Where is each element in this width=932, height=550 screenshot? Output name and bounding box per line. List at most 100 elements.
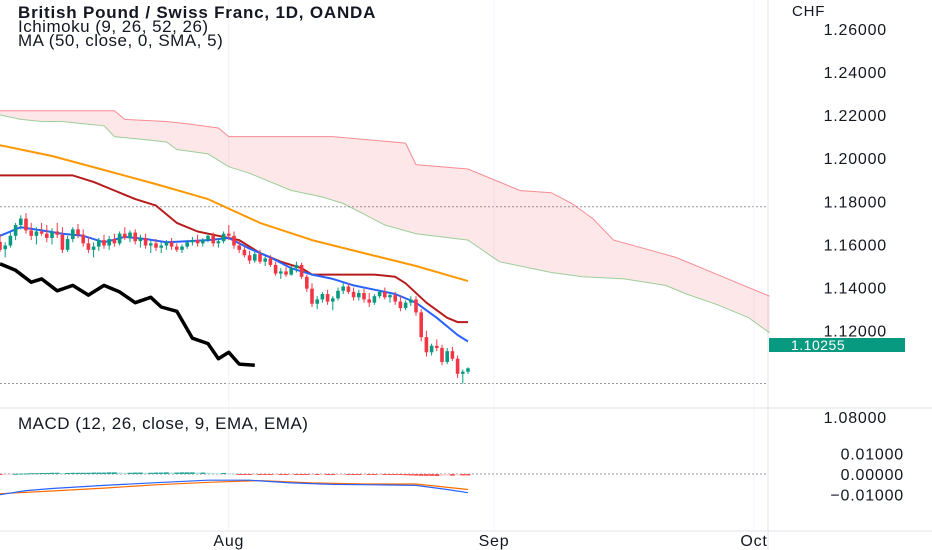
candle-body-62 (320, 294, 325, 300)
candle-body-82 (424, 337, 429, 353)
ichimoku-legend[interactable]: Ichimoku (9, 26, 52, 26) (18, 17, 209, 36)
candle-body-10 (50, 231, 54, 238)
lagging-line (0, 262, 255, 367)
candle-body-40 (206, 235, 210, 241)
macd-hist-bar-34 (174, 472, 180, 474)
macd-tick-2: −0.01000 (830, 488, 904, 505)
macd-hist-bar-9 (44, 472, 50, 474)
macd-hist-bar-14 (70, 472, 76, 474)
candle-body-60 (310, 288, 314, 304)
macd-pane (0, 472, 768, 496)
candle-body-64 (331, 298, 335, 302)
macd-hist-bar-25 (127, 472, 133, 474)
time-tick-sep: Sep (479, 533, 510, 550)
macd-hist-bar-46 (236, 474, 242, 475)
macd-hist-bar-45 (231, 473, 237, 475)
candle-body-19 (97, 240, 101, 247)
candle-body-41 (211, 235, 215, 244)
macd-hist-bar-62 (320, 474, 325, 475)
candle-body-11 (55, 231, 59, 235)
ma-legend[interactable]: MA (50, close, 0, SMA, 5) (18, 31, 224, 50)
candle-body-9 (45, 233, 49, 238)
candle-body-54 (279, 271, 283, 274)
candle-body-86 (445, 351, 449, 362)
candle-body-28 (143, 237, 148, 246)
macd-hist-bar-18 (91, 472, 96, 474)
macd-hist-bar-4 (18, 473, 24, 475)
candle-body-47 (242, 249, 247, 256)
candle-body-81 (419, 312, 423, 338)
candle-body-22 (112, 239, 117, 244)
candle-body-34 (175, 246, 179, 250)
macd-hist-bar-59 (304, 474, 310, 476)
macd-hist-bar-26 (132, 472, 138, 474)
macd-hist-bar-13 (65, 472, 70, 474)
macd-hist-bar-33 (169, 472, 174, 474)
candle-body-61 (315, 299, 319, 304)
candle-body-69 (357, 292, 361, 298)
price-tick-1.14000: 1.14000 (824, 281, 887, 298)
candle-body-79 (409, 299, 413, 303)
candle-body-2 (8, 235, 13, 246)
candle-body-38 (195, 240, 200, 244)
macd-legend[interactable]: MACD (12, 26, close, 9, EMA, EMA) (18, 414, 309, 433)
macd-hist-bar-82 (424, 474, 429, 476)
macd-hist-bar-27 (138, 472, 143, 474)
chart-title: British Pound / Swiss Franc, 1D, OANDA (18, 3, 377, 22)
candle-body-17 (86, 243, 91, 250)
macd-hist-bar-65 (335, 474, 341, 475)
candle-body-43 (221, 233, 226, 242)
macd-hist-bar-64 (330, 474, 336, 476)
candle-body-35 (180, 246, 184, 250)
price-tick-1.22000: 1.22000 (824, 108, 887, 125)
candle-body-30 (154, 243, 158, 248)
candle-body-0 (0, 241, 2, 250)
macd-hist-bar-73 (377, 474, 382, 475)
macd-hist-bar-50 (257, 474, 263, 475)
macd-hist-bar-54 (278, 474, 284, 475)
candle-body-88 (455, 358, 460, 374)
candle-body-23 (117, 233, 122, 244)
ma50-line (0, 144, 469, 283)
candle-body-55 (284, 271, 288, 275)
candle-body-20 (102, 240, 106, 246)
candle-body-70 (362, 292, 366, 300)
candle-body-57 (294, 264, 299, 269)
macd-hist-bar-74 (382, 474, 388, 475)
macd-hist-bar-21 (106, 472, 112, 474)
price-axis-unit: CHF (792, 3, 825, 20)
candle-body-37 (190, 240, 195, 243)
macd-hist-bar-31 (158, 472, 164, 474)
candle-body-58 (299, 264, 304, 277)
candle-body-72 (372, 296, 377, 303)
candle-body-83 (429, 345, 434, 353)
candle-body-5 (24, 218, 28, 231)
macd-hist-bar-83 (429, 474, 434, 476)
candle-body-26 (133, 232, 137, 242)
macd-hist-bar-42 (216, 473, 221, 475)
macd-hist-bar-16 (80, 472, 86, 474)
macd-hist-bar-75 (387, 474, 393, 475)
macd-hist-bar-77 (398, 474, 403, 476)
macd-hist-bar-61 (314, 474, 320, 475)
candle-body-8 (39, 231, 44, 234)
candle-body-51 (263, 258, 267, 262)
candle-body-89 (461, 371, 465, 374)
macd-hist-bar-41 (210, 472, 216, 474)
candle-body-13 (65, 239, 70, 250)
macd-hist-bar-5 (23, 473, 29, 475)
macd-hist-bar-66 (340, 474, 346, 475)
candle-body-4 (19, 218, 23, 226)
candle-body-39 (201, 240, 205, 244)
candle-body-32 (164, 242, 169, 246)
macd-hist-bar-40 (205, 472, 211, 474)
candle-body-1 (3, 245, 7, 250)
price-tick-1.12000: 1.12000 (824, 324, 887, 341)
candle-body-67 (346, 286, 351, 292)
candle-body-52 (268, 258, 273, 265)
candle-body-80 (414, 299, 418, 313)
candle-body-21 (107, 239, 111, 246)
macd-hist-bar-55 (283, 474, 289, 475)
candle-body-42 (216, 241, 221, 244)
